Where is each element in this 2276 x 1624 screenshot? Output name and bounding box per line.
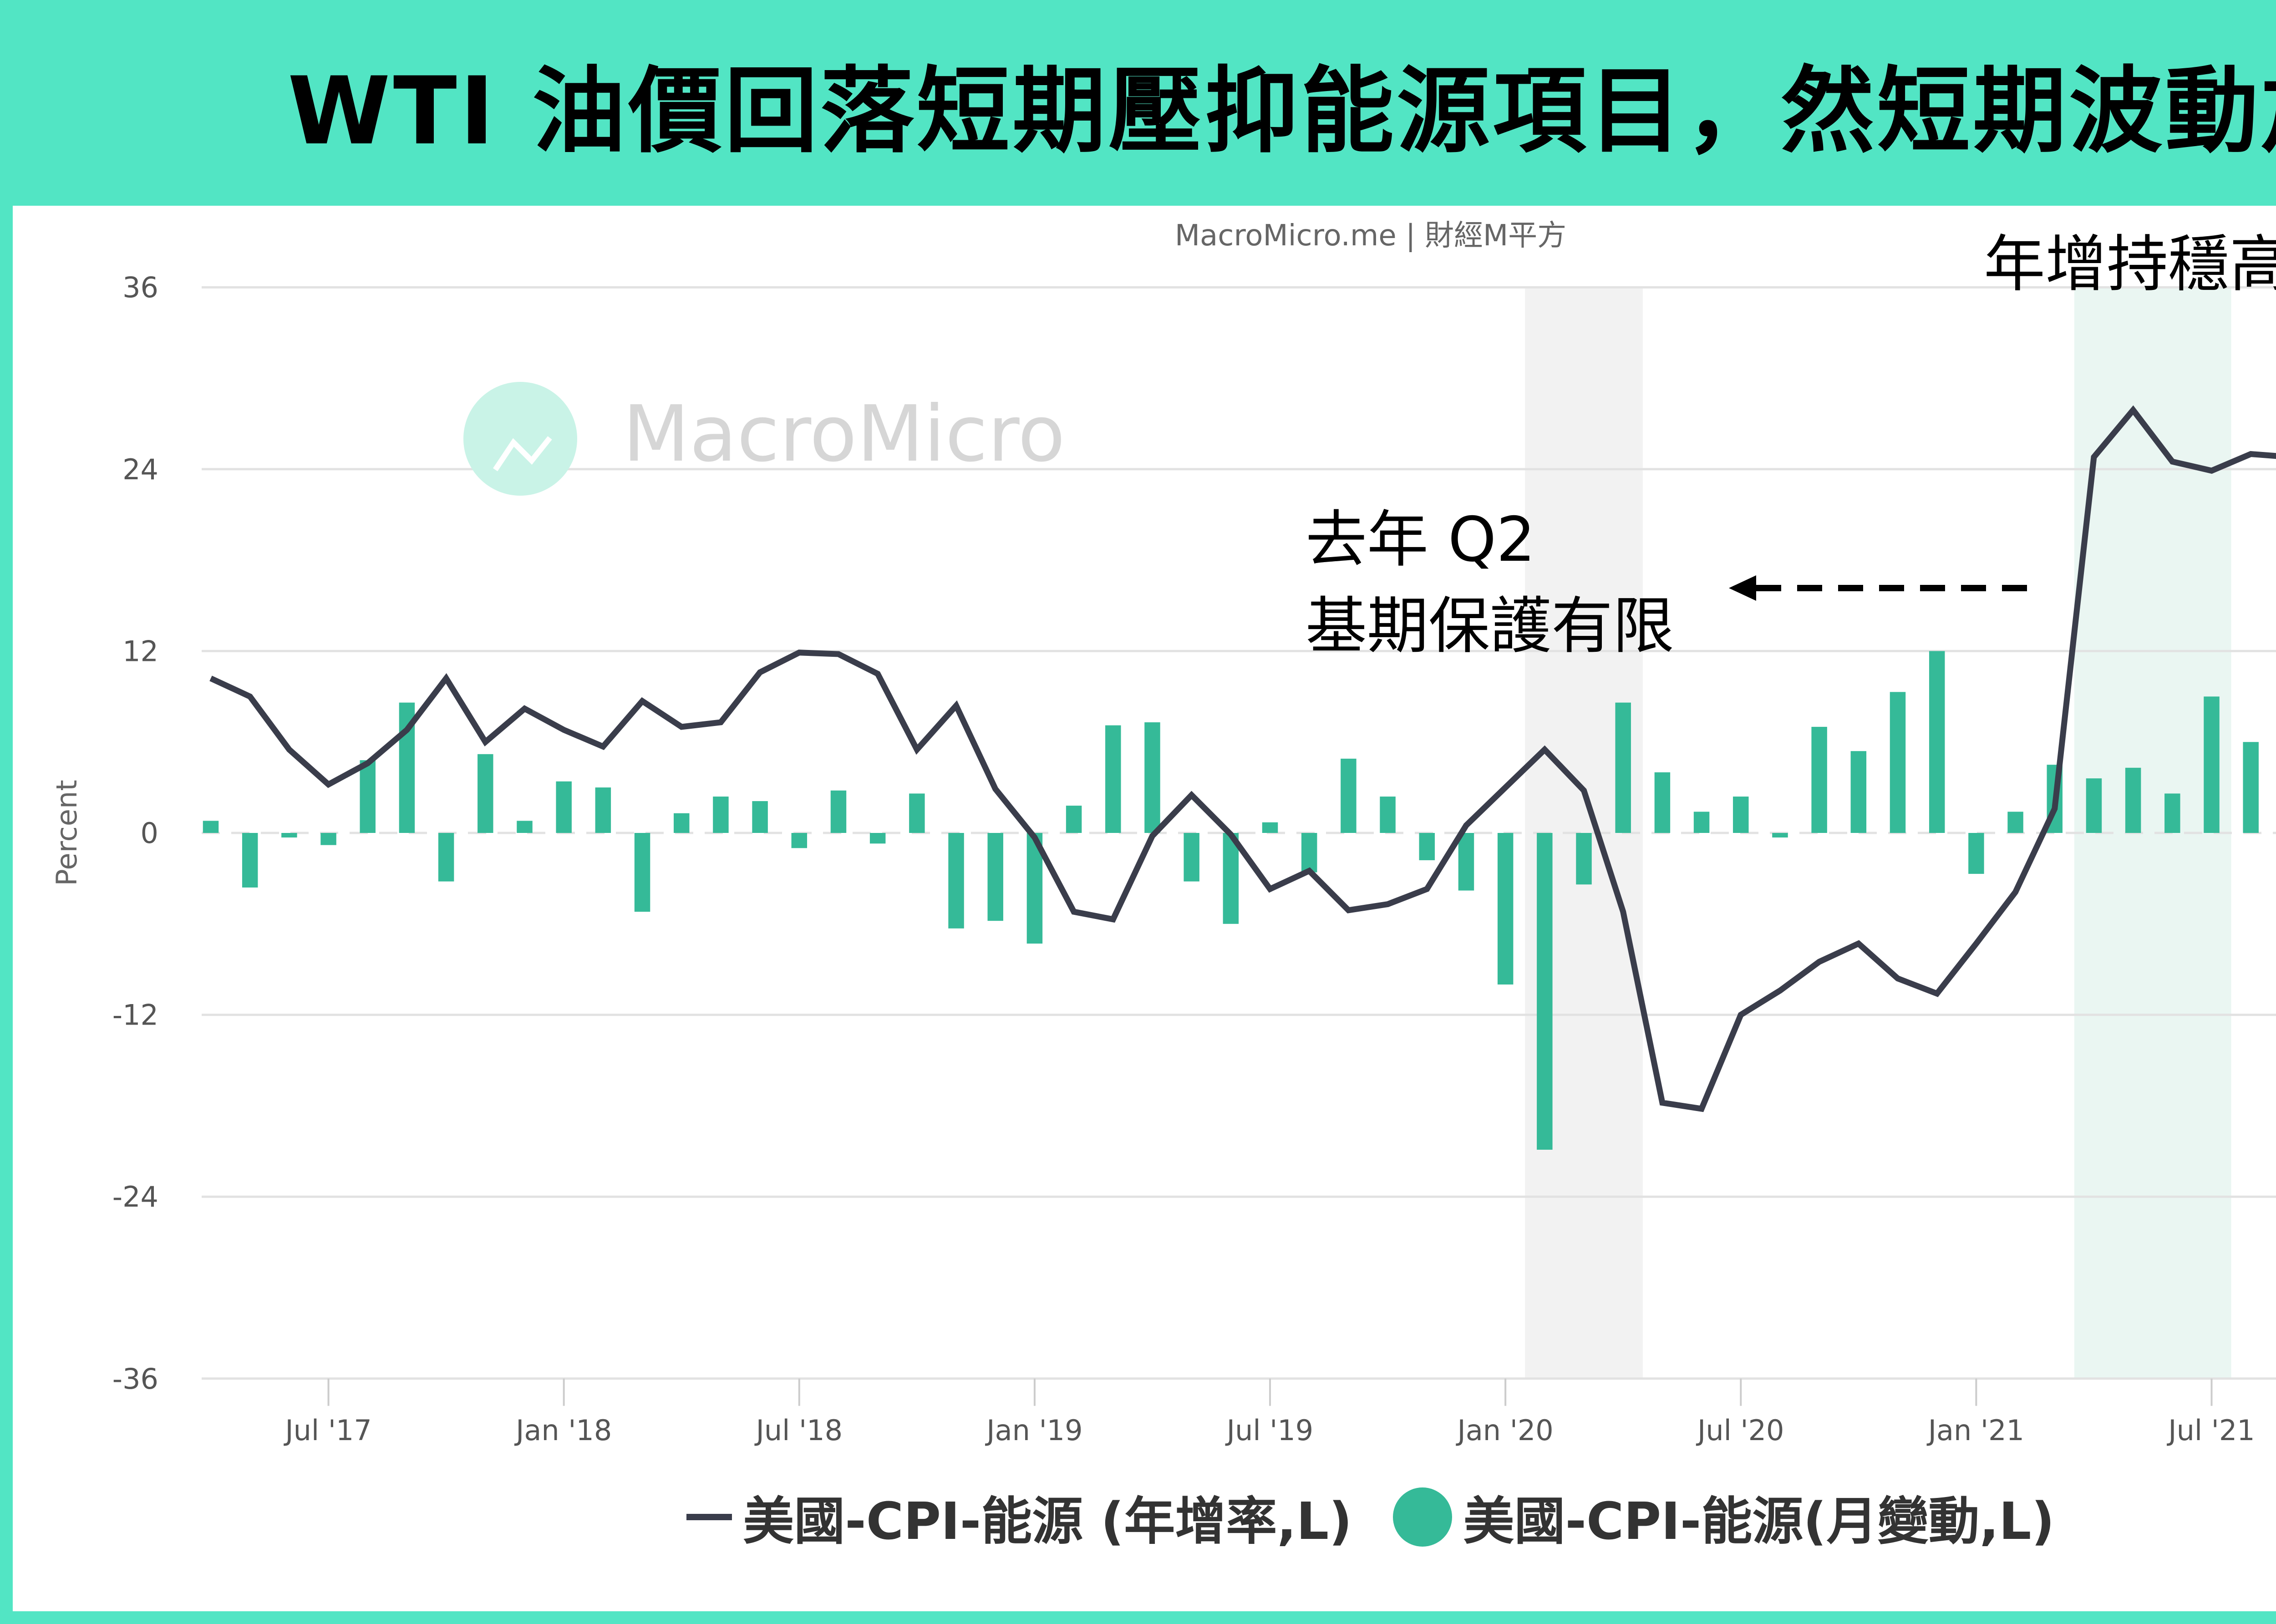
x-tick-label: Jul '19 xyxy=(1225,1414,1313,1447)
bar-mom xyxy=(2164,793,2180,833)
x-tick-label: Jul '21 xyxy=(2166,1414,2255,1447)
legend-label-mom: 美國-CPI-能源(月變動,L) xyxy=(1463,1492,2055,1551)
bar-mom xyxy=(2007,812,2023,833)
title-banner: WTI 油價回落短期壓抑能源項目，然短期波動加大 xyxy=(0,0,2276,206)
bar-mom xyxy=(1380,797,1396,833)
bar-mom xyxy=(1576,833,1592,885)
bar-mom xyxy=(948,833,964,929)
bar-mom xyxy=(1223,833,1239,924)
bar-mom xyxy=(2086,778,2102,833)
left-tick-label: 12 xyxy=(122,634,158,668)
bar-mom xyxy=(1811,726,1827,833)
bar-mom xyxy=(1301,833,1317,873)
bar-mom xyxy=(595,787,611,833)
line-yoy xyxy=(209,405,2276,1112)
left-axis-title: Percent xyxy=(50,780,83,886)
x-tick-label: Jan '19 xyxy=(985,1414,1082,1447)
bar-mom xyxy=(752,801,768,833)
bar-mom xyxy=(2125,767,2141,833)
chart-panel: MacroMicro.me | 財經M平方 36362424121200-12-… xyxy=(13,206,2276,1611)
bar-mom xyxy=(2204,696,2220,833)
bar-mom xyxy=(1850,751,1867,833)
bar-mom xyxy=(634,833,650,912)
x-tick-label: Jul '17 xyxy=(283,1414,371,1447)
bar-mom xyxy=(1968,833,1984,874)
bar-mom xyxy=(2243,742,2259,833)
x-tick-label: Jan '20 xyxy=(1456,1414,1554,1447)
bar-mom xyxy=(203,821,219,833)
bar-mom xyxy=(791,833,808,848)
line-swatch-icon xyxy=(686,1514,732,1520)
left-tick-label: -36 xyxy=(112,1362,158,1396)
annotation-base-line1: 去年 Q2 xyxy=(1306,504,1535,575)
left-tick-label: -24 xyxy=(112,1180,158,1213)
bar-mom xyxy=(1537,833,1553,1150)
bar-mom xyxy=(1615,702,1631,833)
bar-mom xyxy=(909,793,925,833)
bar-mom xyxy=(987,833,1003,921)
bar-mom xyxy=(1066,806,1082,833)
annotation-base-line2: 基期保護有限 xyxy=(1306,590,1674,662)
bar-mom xyxy=(517,821,533,833)
bar-mom xyxy=(1262,822,1278,833)
legend-label-yoy: 美國-CPI-能源 (年增率,L) xyxy=(743,1492,1352,1551)
legend: 美國-CPI-能源 (年增率,L) 美國-CPI-能源(月變動,L) xyxy=(13,1480,2276,1554)
bar-mom xyxy=(1184,833,1199,882)
watermark-logo-icon xyxy=(493,436,552,472)
bar-mom xyxy=(713,797,729,833)
bar-mom xyxy=(1733,797,1749,833)
annotation-yoy-high: 年增持穩高檔 xyxy=(1984,228,2276,300)
x-tick-label: Jan '21 xyxy=(1926,1414,2024,1447)
bar-mom xyxy=(320,833,336,845)
x-tick-label: Jul '18 xyxy=(754,1414,843,1447)
bar-mom xyxy=(1419,833,1435,860)
source-label: MacroMicro.me | 財經M平方 xyxy=(1174,219,1567,253)
watermark-logo-icon xyxy=(463,382,577,496)
arrow-left-icon xyxy=(1729,575,1756,601)
left-tick-label: 24 xyxy=(122,453,158,486)
left-tick-label: 0 xyxy=(141,817,158,850)
legend-item-yoy[interactable]: 美國-CPI-能源 (年增率,L) xyxy=(686,1480,1352,1554)
bar-mom xyxy=(360,760,376,833)
bar-mom xyxy=(1341,758,1356,833)
bar-mom xyxy=(478,754,493,833)
bar-mom xyxy=(1105,725,1121,833)
bar-mom xyxy=(674,813,690,833)
left-tick-label: 36 xyxy=(122,271,158,304)
bar-mom xyxy=(1890,692,1906,833)
x-tick-label: Jul '20 xyxy=(1696,1414,1784,1447)
bar-mom xyxy=(869,833,886,844)
dot-swatch-icon xyxy=(1393,1487,1453,1547)
bar-mom xyxy=(281,833,297,837)
watermark-text: MacroMicro xyxy=(623,389,1065,479)
legend-item-mom[interactable]: 美國-CPI-能源(月變動,L) xyxy=(1393,1480,2055,1554)
bar-mom xyxy=(1497,833,1514,985)
bar-mom xyxy=(1772,833,1788,837)
bar-mom xyxy=(1654,772,1671,833)
chart: 36362424121200-12-12-24-24-36-36PercentI… xyxy=(50,228,2276,1447)
bar-mom xyxy=(1458,833,1474,891)
left-tick-label: -12 xyxy=(112,999,158,1032)
bar-mom xyxy=(1144,722,1160,833)
bar-mom xyxy=(438,833,454,882)
bar-mom xyxy=(242,833,258,888)
bar-mom xyxy=(830,790,847,833)
page-title: WTI 油價回落短期壓抑能源項目，然短期波動加大 xyxy=(287,57,2276,166)
bar-mom xyxy=(1693,812,1710,833)
bar-mom xyxy=(1929,651,1945,833)
x-tick-label: Jan '18 xyxy=(514,1414,612,1447)
bar-mom xyxy=(556,781,572,833)
